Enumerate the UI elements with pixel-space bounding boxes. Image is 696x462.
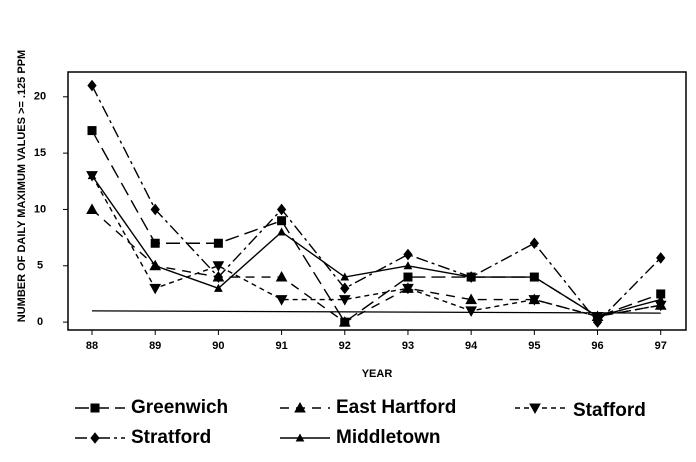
y-tick-label: 5 (37, 260, 43, 272)
series-marker (149, 283, 162, 295)
series-marker (340, 282, 350, 295)
legend-label: Greenwich (131, 397, 228, 418)
x-tick-label: 95 (528, 340, 540, 352)
series-marker (466, 272, 476, 281)
x-tick-label: 88 (86, 340, 98, 352)
series-marker (340, 272, 350, 281)
y-tick-label: 0 (37, 316, 43, 328)
y-tick-label: 10 (34, 203, 46, 215)
series-marker (150, 261, 160, 270)
series-marker (338, 316, 351, 327)
series-marker (150, 238, 160, 248)
series-marker (529, 237, 539, 250)
series-marker (213, 238, 223, 248)
reference-line (92, 310, 661, 314)
y-tick-label: 20 (34, 91, 46, 103)
legend-label: East Hartford (336, 397, 456, 418)
x-axis-label: YEAR (362, 368, 393, 380)
x-tick-label: 93 (402, 340, 414, 352)
legend-marker (295, 433, 305, 442)
series-marker (86, 203, 98, 214)
y-tick-label: 15 (34, 147, 46, 159)
series-marker (150, 203, 160, 216)
series-marker (403, 248, 413, 261)
series-marker (214, 283, 223, 292)
series-line (91, 208, 661, 323)
series-marker (338, 295, 351, 306)
legend-marker (294, 401, 306, 413)
y-axis-label: NUMBER OF DAILY MAXIMUM VALUES >= .125 P… (16, 50, 28, 322)
series-marker (403, 272, 413, 282)
legend-marker (90, 432, 100, 444)
series-line (91, 85, 662, 324)
series-marker (275, 295, 288, 306)
x-tick-label: 96 (591, 340, 603, 352)
legend-label: Stafford (573, 400, 646, 421)
x-tick-label: 97 (655, 340, 667, 352)
series-marker (593, 311, 602, 320)
series-marker (212, 261, 225, 272)
x-tick-label: 94 (465, 340, 478, 352)
series-marker (656, 295, 666, 304)
x-tick-label: 92 (339, 340, 351, 352)
series-marker (402, 283, 414, 295)
series-marker (276, 203, 287, 216)
series-marker (528, 295, 541, 306)
series-marker (656, 252, 666, 264)
series-marker (530, 272, 539, 281)
series-marker (277, 227, 286, 236)
plot-frame (67, 71, 687, 331)
x-tick-label: 91 (275, 340, 287, 352)
legend-label: Stratford (131, 427, 211, 448)
series-marker (87, 171, 97, 180)
series-marker (465, 306, 478, 317)
series-marker (87, 126, 97, 136)
series-marker (403, 261, 413, 270)
x-tick-label: 90 (212, 340, 224, 352)
series-marker (213, 271, 224, 283)
legend-marker (90, 403, 100, 413)
legend-label: Middletown (336, 427, 440, 448)
series-marker (277, 216, 287, 226)
series-marker (87, 79, 97, 92)
series-marker (465, 293, 478, 305)
series-line (91, 175, 661, 318)
legend-marker (529, 403, 541, 415)
series-marker (275, 271, 288, 282)
x-tick-label: 89 (149, 340, 161, 352)
